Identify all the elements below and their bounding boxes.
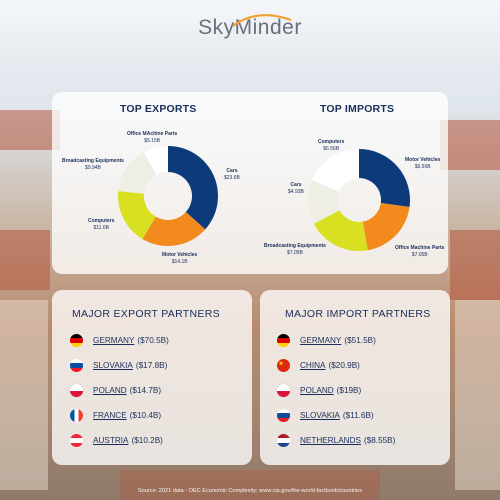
export-partner-country-link[interactable]: POLAND bbox=[93, 386, 127, 395]
export-partners-title: MAJOR EXPORT PARTNERS bbox=[72, 308, 220, 320]
export-partner-row: AUSTRIA ($10.2B) bbox=[70, 434, 163, 447]
export-partner-value: ($70.5B) bbox=[137, 336, 169, 345]
germany-flag-icon bbox=[277, 334, 290, 347]
export-label-broadcasting: Broadcasting Equipments $9.94B bbox=[62, 158, 124, 171]
germany-flag-icon bbox=[70, 334, 83, 347]
import-label-cars: Cars $4.93B bbox=[288, 182, 304, 195]
import-partner-country-link[interactable]: GERMANY bbox=[300, 336, 342, 345]
rooftop bbox=[0, 230, 50, 290]
import-partner-country-link[interactable]: SLOVAKIA bbox=[300, 411, 340, 420]
import-partner-country-link[interactable]: NETHERLANDS bbox=[300, 436, 361, 445]
export-slice-cars bbox=[168, 146, 218, 230]
sky bbox=[0, 0, 500, 70]
poland-flag-icon bbox=[277, 384, 290, 397]
import-partner-value: ($11.6B) bbox=[342, 411, 374, 420]
import-partner-value: ($19B) bbox=[336, 386, 362, 395]
export-partner-row: POLAND ($14.7B) bbox=[70, 384, 161, 397]
export-slice-motor-vehicles bbox=[142, 212, 206, 246]
import-partner-row: NETHERLANDS ($8.55B) bbox=[277, 434, 395, 447]
building bbox=[455, 300, 500, 490]
import-slice-computers bbox=[311, 149, 359, 192]
square bbox=[120, 470, 380, 500]
export-partner-country-link[interactable]: SLOVAKIA bbox=[93, 361, 133, 370]
brand-logo: SkyMinder bbox=[0, 8, 500, 40]
import-slice-office-machine-parts bbox=[362, 203, 410, 251]
import-partner-country-link[interactable]: CHINA bbox=[300, 361, 326, 370]
source-footnote: Source: 2021 data - OEC Economic Complex… bbox=[137, 488, 363, 494]
import-slice-motor-vehicles bbox=[359, 149, 410, 208]
slovakia-flag-icon bbox=[277, 409, 290, 422]
import-partner-row: POLAND ($19B) bbox=[277, 384, 361, 397]
import-partners-title: MAJOR IMPORT PARTNERS bbox=[285, 308, 431, 320]
top-imports-title: TOP IMPORTS bbox=[320, 103, 395, 115]
export-label-computers: Computers $11.6B bbox=[88, 218, 115, 231]
logo-swoosh-icon bbox=[232, 14, 292, 27]
import-partner-country-link[interactable]: POLAND bbox=[300, 386, 334, 395]
import-partner-value: ($51.5B) bbox=[344, 336, 376, 345]
austria-flag-icon bbox=[70, 434, 83, 447]
export-label-cars: Cars $23.6B bbox=[224, 168, 240, 181]
export-partner-country-link[interactable]: AUSTRIA bbox=[93, 436, 129, 445]
export-partner-value: ($14.7B) bbox=[129, 386, 162, 395]
export-label-office-machine-parts: Office MAchine Parts $5.15B bbox=[127, 131, 178, 144]
export-partner-value: ($10.2B) bbox=[131, 436, 163, 445]
export-partner-row: SLOVAKIA ($17.8B) bbox=[70, 359, 167, 372]
france-flag-icon bbox=[70, 409, 83, 422]
import-label-motor-vehicles: Motor Vehicles $9.56B bbox=[405, 157, 441, 170]
import-partner-row: GERMANY ($51.5B) bbox=[277, 334, 376, 347]
export-label-motor-vehicles: Motor Vehicles $14.1B bbox=[162, 252, 198, 265]
top-exports-title: TOP EXPORTS bbox=[120, 103, 197, 115]
export-partner-value: ($17.8B) bbox=[135, 361, 168, 370]
slovakia-flag-icon bbox=[70, 359, 83, 372]
import-label-office-machine-parts: Office Machine Parts $7.05B bbox=[395, 245, 445, 258]
export-partner-country-link[interactable]: GERMANY bbox=[93, 336, 135, 345]
import-slice-broadcasting-equipments bbox=[313, 210, 368, 251]
rooftop bbox=[440, 120, 500, 170]
china-flag-icon bbox=[277, 359, 290, 372]
top-imports-donut-chart bbox=[308, 149, 410, 251]
export-partner-value: ($10.4B) bbox=[129, 411, 162, 420]
export-partner-country-link[interactable]: FRANCE bbox=[93, 411, 127, 420]
netherlands-flag-icon bbox=[277, 434, 290, 447]
export-slice-computers bbox=[118, 191, 156, 239]
top-exports-donut-chart bbox=[118, 146, 218, 246]
import-partner-row: CHINA ($20.9B) bbox=[277, 359, 360, 372]
building bbox=[0, 300, 48, 490]
export-partners-panel bbox=[52, 290, 252, 465]
import-partners-panel bbox=[260, 290, 450, 465]
import-partner-value: ($20.9B) bbox=[328, 361, 360, 370]
rooftop bbox=[0, 110, 60, 150]
export-slice-broadcasting-equipments bbox=[118, 152, 157, 194]
export-partner-row: FRANCE ($10.4B) bbox=[70, 409, 161, 422]
rooftop bbox=[450, 230, 500, 300]
export-slice-office-machine-parts bbox=[143, 146, 168, 175]
export-partner-row: GERMANY ($70.5B) bbox=[70, 334, 169, 347]
poland-flag-icon bbox=[70, 384, 83, 397]
import-label-broadcasting: Broadcasting Equipments $7.05B bbox=[264, 243, 326, 256]
import-partner-value: ($8.55B) bbox=[363, 436, 396, 445]
import-partner-row: SLOVAKIA ($11.6B) bbox=[277, 409, 374, 422]
brand-name: SkyMinder bbox=[198, 16, 302, 39]
import-label-computers: Computers $6.56B bbox=[318, 139, 345, 152]
import-slice-cars bbox=[308, 180, 340, 224]
